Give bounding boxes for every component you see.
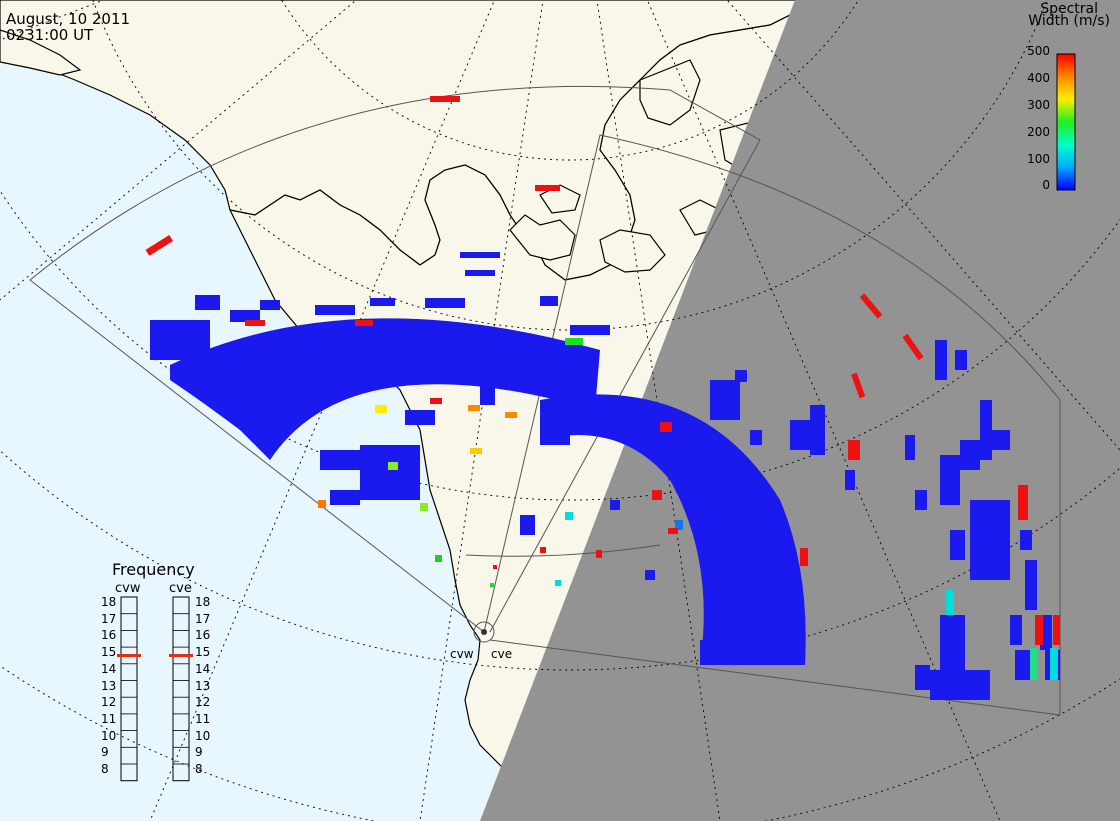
- frequency-title: Frequency: [112, 560, 195, 579]
- frequency-scale-number: 15: [195, 645, 211, 660]
- frequency-scale-cve: [172, 596, 190, 782]
- arctic-island: [639, 59, 701, 126]
- frequency-scale-number: 14: [195, 661, 211, 676]
- colorbar-title-2: Width (m/s): [1028, 13, 1110, 29]
- radar-fov-outline: [29, 85, 1061, 716]
- frequency-scale-number: 15: [101, 645, 117, 660]
- frequency-scale-number: 13: [195, 678, 211, 693]
- cvw-backscatter: [150, 252, 610, 535]
- station-label-east: cve: [491, 647, 513, 661]
- frequency-label-cve: cve: [169, 581, 192, 596]
- arctic-island: [509, 214, 576, 261]
- frequency-scale-number: 16: [101, 628, 117, 643]
- frequency-scale-number: 11: [195, 711, 211, 726]
- frequency-scale-number: 11: [101, 711, 117, 726]
- frequency-scale-number: 17: [195, 611, 211, 626]
- frequency-label-cvw: cvw: [115, 581, 141, 596]
- date-label: August, 10 2011: [6, 10, 131, 28]
- colorbar-tick: 500: [1027, 44, 1050, 58]
- frequency-scale-number: 17: [101, 611, 117, 626]
- time-label: 0231:00 UT: [6, 26, 94, 44]
- frequency-scale-number: 8: [101, 762, 109, 776]
- frequency-scale-number: 9: [195, 745, 203, 760]
- colorbar-tick: 300: [1027, 98, 1050, 112]
- station-label-west: cvw: [450, 647, 474, 661]
- frequency-scale-number: 12: [101, 695, 117, 710]
- frequency-scale-number: 16: [195, 628, 211, 643]
- colorbar-title-1: Spectral: [1040, 1, 1098, 17]
- frequency-scale-number: 18: [101, 595, 117, 609]
- colorbar-tick: 100: [1027, 152, 1050, 166]
- arctic-island: [599, 229, 666, 273]
- arctic-island: [0, 29, 82, 76]
- radar-station-marker: [473, 621, 495, 643]
- frequency-scale-number: 18: [195, 595, 211, 609]
- frequency-scale-number: 14: [101, 661, 117, 676]
- colorbar-tick: 0: [1042, 178, 1050, 192]
- frequency-scale-number: 8: [195, 762, 203, 776]
- colorbar-gradient: [1056, 53, 1076, 191]
- frequency-scale-number: 10: [101, 728, 117, 743]
- frequency-scale-number: 13: [101, 678, 117, 693]
- high-width-cells: [145, 96, 1060, 680]
- frequency-scale-number: 10: [195, 728, 211, 743]
- colorbar-tick: 400: [1027, 71, 1050, 85]
- colorbar-tick: 200: [1027, 125, 1050, 139]
- frequency-scale-number: 9: [101, 745, 109, 760]
- frequency-scale-cvw: [120, 596, 138, 782]
- frequency-scale-number: 12: [195, 695, 211, 710]
- cve-backscatter: [540, 340, 1060, 700]
